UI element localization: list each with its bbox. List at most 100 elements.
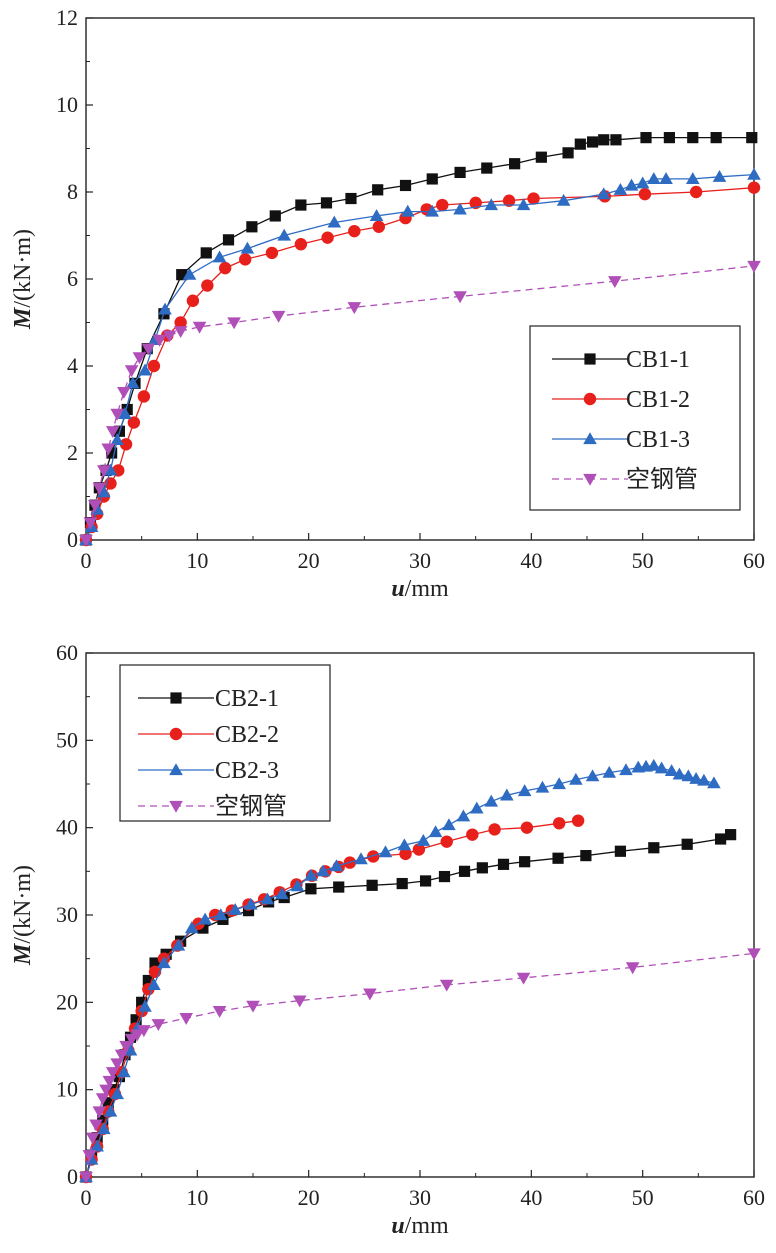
data-point — [240, 241, 255, 254]
data-point — [85, 1132, 100, 1145]
data-point — [469, 196, 482, 210]
y-tick-label: 50 — [56, 727, 78, 752]
data-point — [502, 194, 516, 207]
legend-label: CB1-1 — [626, 347, 690, 373]
data-point — [399, 179, 412, 192]
data-point — [399, 847, 412, 861]
data-point — [305, 883, 317, 895]
data-point — [137, 390, 151, 403]
y-tick-label: 10 — [56, 1077, 78, 1102]
data-point — [147, 359, 161, 373]
data-point — [110, 408, 124, 421]
data-point — [218, 261, 232, 275]
data-point — [369, 209, 384, 222]
data-point — [712, 169, 727, 182]
data-point — [747, 167, 761, 180]
data-point — [697, 773, 711, 786]
data-point — [101, 443, 116, 456]
x-tick-label: 10 — [186, 548, 208, 573]
data-point — [103, 463, 118, 476]
data-point — [162, 330, 177, 343]
data-point — [200, 247, 212, 259]
data-point — [88, 500, 102, 512]
data-point — [458, 865, 471, 877]
data-point — [397, 838, 412, 851]
data-point — [519, 856, 531, 868]
data-point — [228, 902, 242, 915]
data-point — [201, 279, 214, 292]
data-point — [290, 879, 305, 892]
data-point — [647, 172, 661, 185]
data-point — [277, 228, 291, 241]
data-point — [571, 814, 585, 827]
data-point — [136, 996, 148, 1008]
data-point — [212, 1005, 227, 1018]
data-point — [602, 765, 617, 778]
data-point — [158, 302, 172, 315]
data-point — [119, 1040, 133, 1053]
legend-marker — [583, 473, 597, 486]
x-tick-label: 0 — [81, 1185, 92, 1210]
data-point — [516, 198, 531, 211]
data-point — [400, 204, 415, 217]
y-tick-label: 0 — [67, 1164, 78, 1189]
data-point — [333, 881, 345, 893]
data-point — [428, 825, 443, 838]
data-point — [569, 772, 583, 785]
x-tick-label: 20 — [298, 1185, 320, 1210]
data-point — [426, 173, 438, 185]
data-point — [663, 132, 675, 144]
series-4 — [79, 260, 761, 547]
legend-label: 空钢管 — [626, 466, 698, 493]
data-point — [366, 879, 378, 891]
data-point — [213, 908, 228, 921]
data-point — [110, 1087, 124, 1100]
data-point — [710, 132, 722, 144]
data-point — [610, 134, 622, 146]
data-point — [614, 845, 626, 857]
y-tick-label: 60 — [56, 640, 78, 665]
data-point — [121, 403, 133, 416]
x-tick-label: 30 — [409, 548, 431, 573]
data-point — [562, 147, 574, 159]
legend-label: 空钢管 — [215, 793, 287, 820]
data-point — [110, 1058, 124, 1071]
data-point — [527, 192, 540, 205]
data-point — [91, 1132, 103, 1144]
data-point — [456, 809, 471, 822]
data-point — [79, 1171, 93, 1184]
y-tick-label: 8 — [67, 179, 78, 204]
data-point — [516, 972, 531, 985]
data-point — [123, 1043, 138, 1056]
data-point — [664, 764, 679, 776]
data-point — [598, 134, 610, 146]
data-point — [117, 387, 131, 399]
series-line — [86, 765, 715, 1177]
data-point — [82, 1150, 97, 1162]
data-point — [625, 962, 640, 975]
data-point — [681, 838, 693, 850]
data-point — [747, 181, 761, 194]
data-point — [186, 294, 200, 307]
y-axis-label: M/(kN·m) — [10, 865, 36, 966]
data-point — [127, 416, 141, 429]
data-point — [500, 788, 514, 801]
legend-marker — [170, 692, 182, 704]
y-tick-label: 4 — [67, 353, 78, 378]
data-point — [147, 978, 161, 990]
data-point — [198, 912, 212, 925]
series-line — [86, 820, 579, 1177]
data-point — [114, 1049, 129, 1062]
data-point — [227, 317, 241, 330]
data-point — [295, 199, 307, 211]
x-tick-label: 10 — [186, 1185, 208, 1210]
data-point — [239, 253, 252, 266]
data-point — [176, 269, 188, 281]
data-point — [520, 821, 534, 834]
series-3 — [79, 167, 761, 546]
data-point — [596, 187, 611, 200]
data-point — [345, 192, 357, 205]
legend-label: CB1-2 — [626, 387, 690, 413]
